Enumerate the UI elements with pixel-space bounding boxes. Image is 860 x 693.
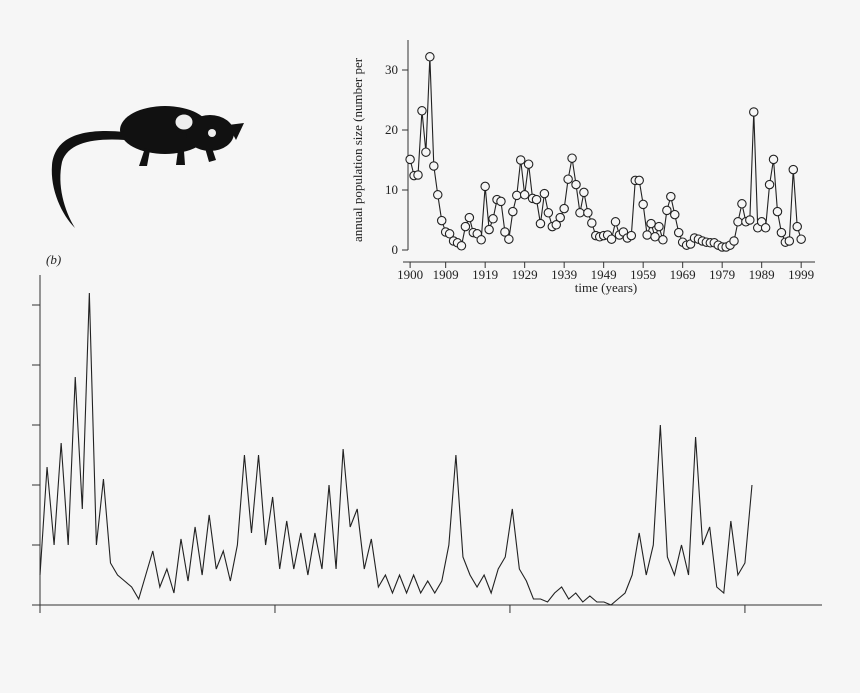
data-point (749, 107, 759, 117)
data-point (476, 235, 486, 245)
data-point (729, 236, 739, 246)
x-tick-label: 1949 (591, 267, 617, 282)
data-point (413, 170, 423, 180)
data-point (535, 218, 546, 229)
data-point (673, 227, 684, 238)
data-point (405, 154, 415, 165)
data-point (512, 190, 522, 201)
data-point (768, 154, 779, 165)
data-point (658, 235, 668, 245)
data-point (496, 196, 506, 207)
rat-illustration (51, 106, 244, 228)
data-point (662, 205, 672, 216)
data-point (654, 221, 664, 232)
x-tick-label: 1969 (670, 267, 696, 282)
data-point (421, 147, 431, 157)
data-point (567, 153, 577, 163)
data-point (555, 212, 565, 223)
data-point (519, 190, 530, 200)
data-point (642, 230, 652, 240)
data-point (508, 206, 518, 217)
data-point (610, 217, 621, 227)
x-tick-label: 1929 (512, 267, 538, 282)
data-point (670, 209, 680, 220)
data-point (456, 241, 467, 251)
data-point (760, 223, 771, 233)
x-tick-label: 1919 (472, 267, 498, 282)
data-point (626, 230, 637, 241)
x-tick-label: 1959 (630, 267, 656, 282)
rat-eye (208, 129, 216, 137)
rat-snout (228, 123, 244, 140)
data-point (551, 220, 562, 230)
data-point (523, 159, 534, 169)
x-tick-label: 1999 (788, 267, 814, 282)
data-point (650, 232, 660, 242)
data-point (417, 106, 427, 116)
data-point (606, 234, 617, 244)
data-point (563, 174, 573, 184)
x-tick-label: 1979 (709, 267, 735, 282)
data-point (559, 203, 569, 214)
data-point (429, 161, 439, 171)
panel-label: (b) (46, 252, 61, 267)
data-point (733, 217, 743, 227)
data-point (772, 206, 783, 217)
data-point (436, 215, 447, 226)
data-point (571, 179, 581, 190)
x-tick-label: 1989 (749, 267, 775, 282)
data-point (737, 199, 747, 209)
data-point (539, 188, 550, 199)
data-point (764, 179, 775, 190)
y-tick-label: 0 (392, 242, 399, 257)
data-point (583, 208, 593, 218)
y-tick-label: 30 (385, 62, 398, 77)
data-line (39, 292, 753, 606)
data-point (745, 215, 755, 225)
data-point (444, 229, 455, 239)
data-point (776, 227, 787, 238)
data-point (433, 190, 443, 200)
data-point (500, 227, 510, 237)
data-point (587, 218, 597, 228)
y-tick-label: 20 (385, 122, 398, 137)
data-point (464, 212, 475, 223)
data-point (504, 234, 514, 244)
rat-legs (139, 148, 216, 166)
data-point (425, 52, 435, 62)
data-point (488, 214, 498, 224)
data-point (579, 187, 589, 198)
data-point (634, 175, 644, 186)
data-point (543, 208, 554, 218)
data-point (460, 221, 471, 232)
data-point (531, 194, 542, 205)
data-point (666, 191, 676, 202)
y-axis-label: annual population size (number per (350, 57, 365, 242)
rat-tail (51, 130, 125, 228)
data-point (484, 224, 494, 235)
data-point (792, 221, 802, 232)
x-tick-label: 1909 (433, 267, 459, 282)
data-point (646, 218, 656, 229)
x-axis-label: time (years) (575, 280, 637, 295)
data-point (638, 199, 648, 210)
data-point (788, 164, 799, 175)
data-point (575, 208, 585, 218)
y-tick-label: 10 (385, 182, 398, 197)
x-tick-label: 1939 (551, 267, 577, 282)
data-point (784, 236, 795, 246)
data-point (796, 234, 806, 244)
rat-ear (172, 111, 196, 133)
data-point (515, 155, 526, 165)
x-tick-label: 1900 (397, 267, 423, 282)
data-point (480, 181, 490, 192)
